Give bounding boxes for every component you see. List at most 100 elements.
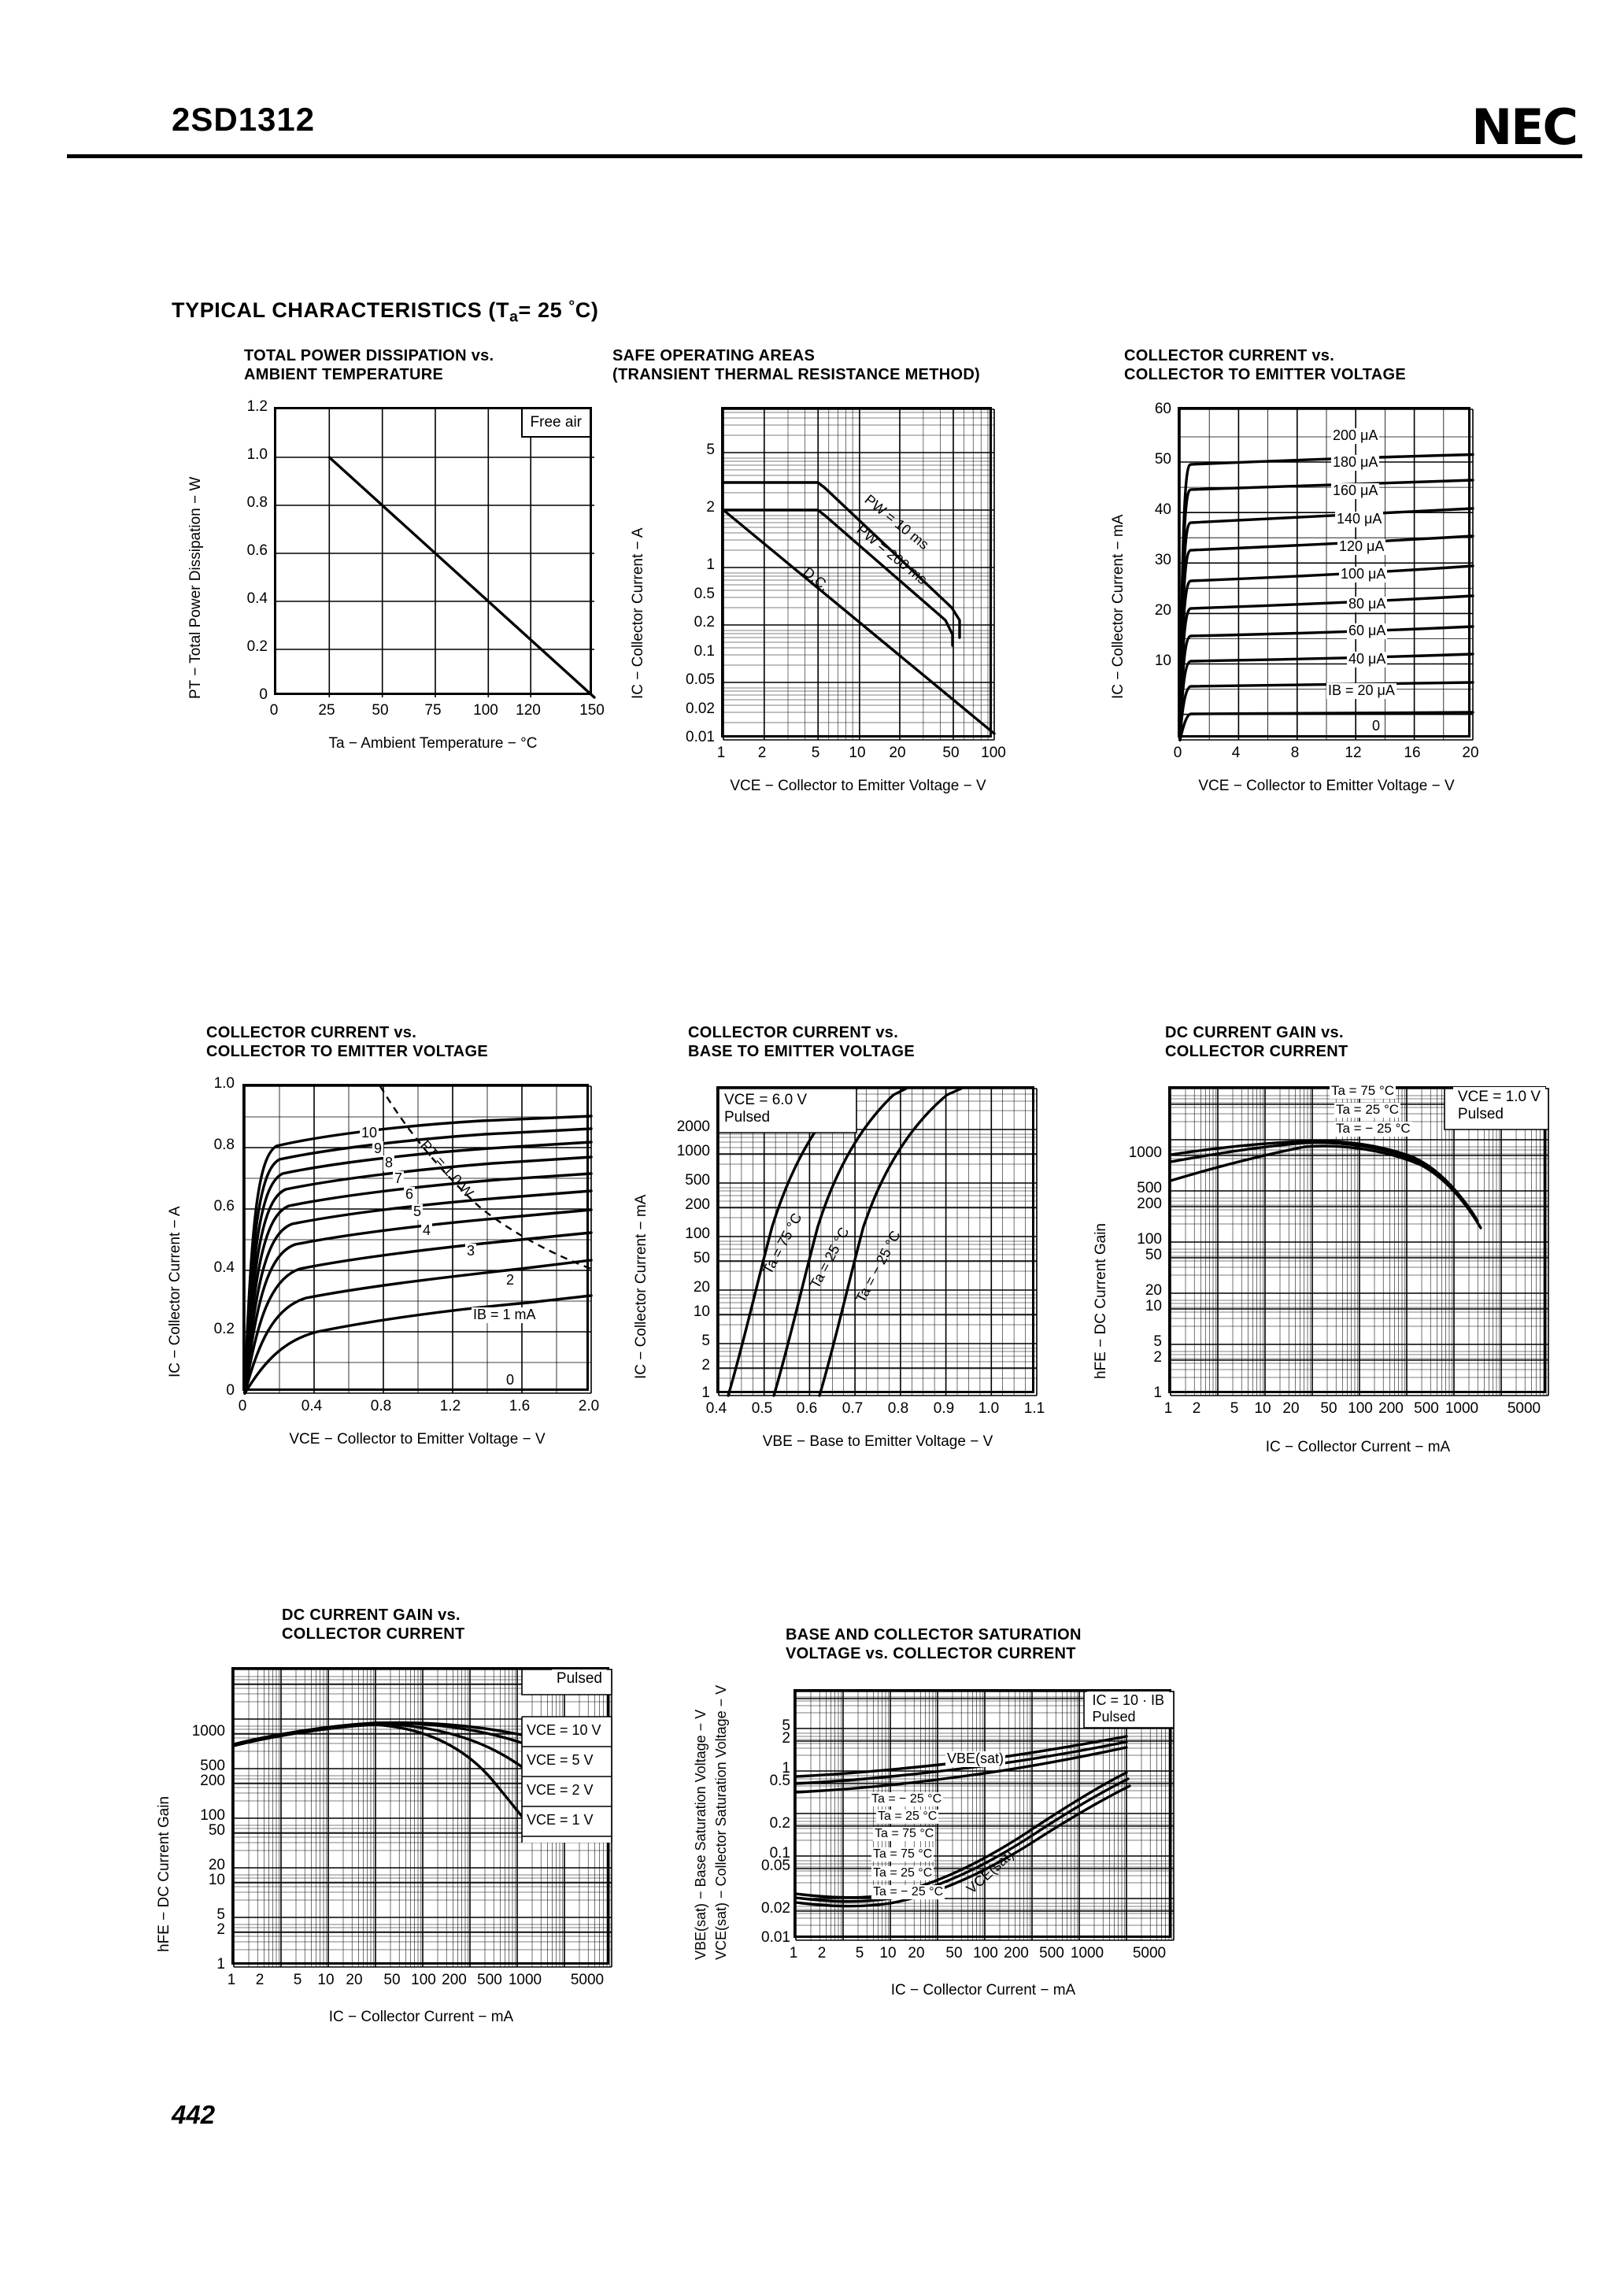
fig2-x-axis-label: VCE − Collector to Emitter Voltage − V (730, 778, 986, 794)
fig5-xtick-6: 1.0 (978, 1400, 1000, 1417)
figure-dc-current-gain-vce: DC CURRENT GAIN vs. COLLECTOR CURRENT (150, 1606, 669, 2117)
fig3-ytick-1: 20 (1154, 602, 1171, 619)
fig7-ytick-3: 10 (208, 1872, 225, 1888)
figure-collector-current-vs-vce-ua: COLLECTOR CURRENT vs. COLLECTOR TO EMITT… (1102, 346, 1606, 882)
fig2-title-line2: (TRANSIENT THERMAL RESISTANCE METHOD) (612, 366, 981, 384)
fig3-xtick-0: 0 (1173, 745, 1182, 761)
fig4-ytick-4: 0.8 (213, 1137, 235, 1153)
fig8-xtick-1: 2 (817, 1945, 827, 1961)
fig5-note-line1: VCE = 6.0 V (724, 1092, 808, 1108)
fig1-ytick-4: 0.8 (246, 494, 268, 511)
fig7-xtick-8: 500 (477, 1972, 502, 1988)
fig6-xtick-8: 500 (1414, 1400, 1439, 1417)
fig8-curve-vcesat-75c (794, 1771, 1128, 1899)
fig5-ytick-9: 1000 (676, 1143, 710, 1159)
fig7-title-line2: COLLECTOR CURRENT (282, 1625, 465, 1643)
fig8-note-line1: IC = 10 · IB (1092, 1692, 1164, 1708)
fig8-y-axis-label-1: VBE(sat) − Base Saturation Voltage − V (693, 1709, 708, 1960)
fig5-ytick-5: 50 (693, 1250, 710, 1266)
fig5-plot-area: VCE = 6.0 V Pulsed Ta = 75 °C Ta = 25 °C… (716, 1086, 1038, 1397)
fig3-curve-20ua (1178, 711, 1474, 741)
figure-collector-current-vs-vce-ma: COLLECTOR CURRENT vs. COLLECTOR TO EMITT… (157, 1023, 661, 1574)
fig1-ytick-6: 1.2 (246, 398, 268, 415)
fig3-label-120ua: 120 μA (1337, 538, 1386, 555)
fig5-xtick-0: 0.4 (705, 1400, 727, 1417)
fig1-ytick-1: 0.2 (246, 638, 268, 655)
fig7-xtick-5: 50 (383, 1972, 401, 1988)
fig1-ytick-3: 0.6 (246, 542, 268, 559)
fig7-xtick-4: 20 (346, 1972, 363, 1988)
fig3-label-40ua: 40 μA (1347, 651, 1388, 667)
fig4-ytick-1: 0.2 (213, 1321, 235, 1337)
fig4-label-9: 9 (372, 1141, 384, 1157)
fig6-ytick-9: 1000 (1128, 1144, 1162, 1161)
fig8-x-axis-label: IC − Collector Current − mA (890, 1982, 1076, 1998)
fig6-label-m25c: Ta = − 25 °C (1334, 1121, 1412, 1137)
fig3-label-180ua: 180 μA (1331, 454, 1380, 471)
fig6-xtick-10: 5000 (1507, 1400, 1541, 1417)
fig8-label-vbesat-75c: Ta = 75 °C (873, 1827, 936, 1841)
fig2-ytick-8: 5 (706, 442, 715, 458)
fig6-note-line1: VCE = 1.0 V (1457, 1089, 1541, 1105)
section-title-prefix: TYPICAL CHARACTERISTICS (T (172, 298, 510, 323)
fig6-curve-m25c (1169, 1144, 1482, 1229)
fig8-ytick-1: 0.02 (761, 1900, 790, 1917)
degree-icon: ° (568, 298, 575, 315)
section-title-suffix: C) (575, 298, 599, 323)
fig6-ytick-0: 1 (1153, 1385, 1162, 1401)
fig7-pulsed-note: Pulsed (551, 1669, 607, 1688)
page-number: 442 (172, 2100, 216, 2129)
fig6-plot-area: VCE = 1.0 V Pulsed Ta = 75 °C Ta = 25 °C… (1168, 1083, 1549, 1396)
figure-saturation-voltage: BASE AND COLLECTOR SATURATION VOLTAGE vs… (693, 1590, 1260, 2125)
fig8-curve-vcesat-25c (794, 1777, 1130, 1903)
fig4-ytick-0: 0 (226, 1382, 235, 1399)
fig6-y-axis-label: hFE − DC Current Gain (1093, 1223, 1109, 1379)
fig1-xtick-0: 0 (269, 702, 279, 719)
fig1-ytick-0: 0 (259, 686, 268, 703)
fig1-xtick-6: 150 (579, 702, 605, 719)
fig5-xtick-4: 0.8 (887, 1400, 909, 1417)
fig6-title-line1: DC CURRENT GAIN vs. (1165, 1024, 1344, 1041)
fig4-curve-9ma (243, 1127, 593, 1395)
fig4-ytick-2: 0.4 (213, 1259, 235, 1276)
fig4-label-7: 7 (393, 1170, 405, 1187)
fig7-title-line1: DC CURRENT GAIN vs. (282, 1606, 461, 1624)
page-header: 2SD1312 NEC (0, 0, 1624, 165)
fig8-xtick-3: 10 (879, 1945, 897, 1961)
fig3-label-20ua: IB = 20 μA (1326, 682, 1396, 699)
fig4-curve-4ma (243, 1208, 593, 1395)
fig7-label-vce-1v: VCE = 1 V (525, 1812, 595, 1828)
fig7-ytick-9: 1000 (191, 1723, 225, 1740)
fig3-title-line1: COLLECTOR CURRENT vs. (1124, 347, 1335, 364)
fig3-ytick-2: 30 (1154, 552, 1171, 568)
fig3-ytick-5: 60 (1154, 401, 1171, 417)
fig8-label-vcesat-75c: Ta = 75 °C (871, 1847, 934, 1862)
fig4-xtick-1: 0.4 (301, 1398, 323, 1414)
fig5-xtick-1: 0.5 (751, 1400, 773, 1417)
fig3-ytick-4: 50 (1154, 451, 1171, 468)
fig2-curve-pw-10ms (722, 481, 961, 639)
fig3-xtick-4: 16 (1404, 745, 1421, 761)
fig4-plot-area: 10 9 8 7 6 5 4 3 2 IB = 1 mA 0 PT = 1.0 … (242, 1084, 593, 1395)
fig8-ytick-2: 0.05 (761, 1858, 790, 1874)
fig1-xtick-3: 75 (424, 702, 442, 719)
fig8-ytick-7: 2 (782, 1730, 790, 1747)
fig6-note-line2: Pulsed (1457, 1105, 1504, 1122)
fig4-x-axis-label: VCE − Collector to Emitter Voltage − V (289, 1431, 546, 1447)
fig5-y-axis-label: IC − Collector Current − mA (633, 1194, 649, 1379)
fig7-xtick-9: 1000 (508, 1972, 542, 1988)
fig7-ytick-5: 50 (208, 1822, 225, 1839)
fig8-label-vcesat-25c: Ta = 25 °C (871, 1866, 934, 1880)
fig8-label-vbesat-25c: Ta = 25 °C (876, 1810, 939, 1824)
fig2-ytick-0: 0.01 (686, 729, 715, 745)
fig5-ytick-8: 500 (685, 1172, 710, 1189)
fig4-curve-6ma (243, 1172, 593, 1395)
fig7-ytick-0: 1 (216, 1956, 225, 1972)
fig1-svg (276, 409, 596, 699)
nec-logo: NEC (1471, 98, 1578, 156)
fig7-xtick-0: 1 (227, 1972, 236, 1988)
fig4-curve-1ma (243, 1294, 593, 1395)
fig8-xtick-5: 50 (945, 1945, 963, 1961)
figure-total-power-dissipation: TOTAL POWER DISSIPATION vs. AMBIENT TEMP… (157, 346, 646, 787)
fig6-xtick-6: 100 (1348, 1400, 1373, 1417)
